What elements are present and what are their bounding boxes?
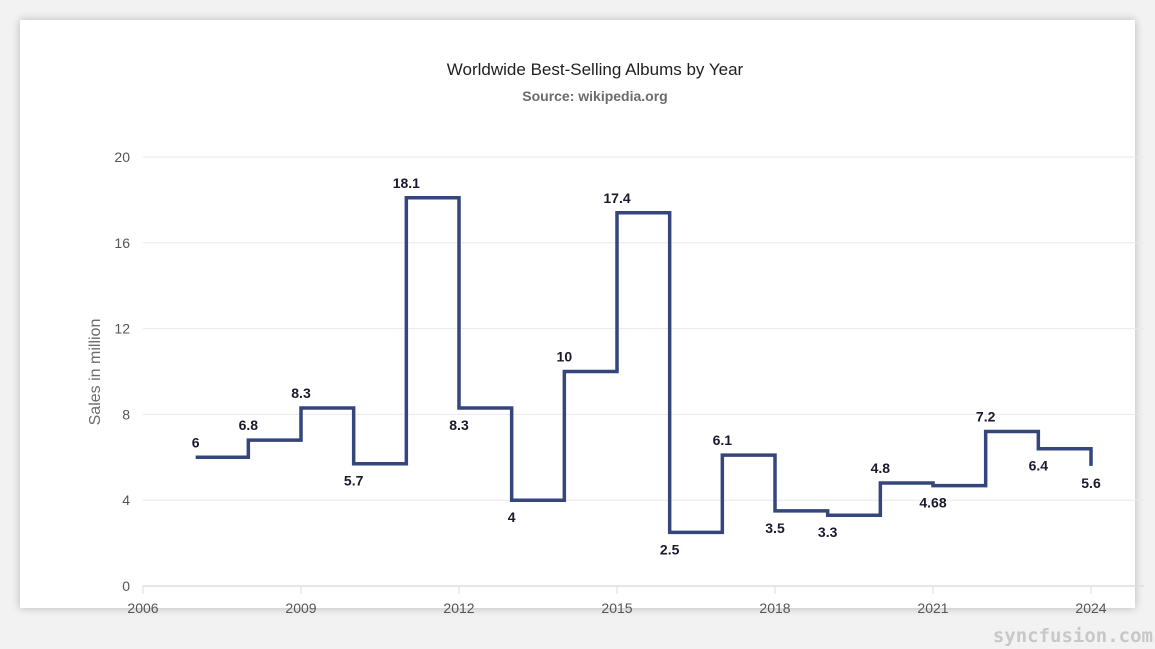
x-tick-label: 2012: [443, 600, 474, 616]
x-tick-label: 2015: [601, 600, 632, 616]
watermark: syncfusion.com: [993, 625, 1153, 647]
data-label: 4: [508, 509, 516, 525]
chart-card: Worldwide Best-Selling Albums by Year So…: [20, 20, 1153, 647]
chart-title: Worldwide Best-Selling Albums by Year: [447, 60, 744, 79]
data-label: 6: [192, 434, 200, 450]
x-tick-label: 2021: [917, 600, 948, 616]
x-tick-label: 2018: [759, 600, 790, 616]
data-label: 18.1: [393, 175, 420, 191]
data-label: 6.8: [239, 417, 259, 433]
data-label: 4.8: [871, 460, 891, 476]
y-tick-label: 4: [122, 492, 130, 508]
data-label: 4.68: [919, 495, 946, 511]
data-label: 2.5: [660, 541, 680, 557]
y-tick-label: 20: [114, 149, 130, 165]
data-label: 17.4: [603, 190, 630, 206]
x-tick-label: 2006: [127, 600, 158, 616]
data-label: 6.1: [713, 432, 733, 448]
data-label: 7.2: [976, 409, 996, 425]
y-tick-label: 16: [114, 235, 130, 251]
data-label: 8.3: [449, 417, 469, 433]
data-label: 8.3: [291, 385, 311, 401]
y-tick-label: 8: [122, 406, 130, 422]
step-line-chart: Worldwide Best-Selling Albums by Year So…: [87, 60, 1153, 647]
series-line: [195, 196, 1093, 535]
data-label: 6.4: [1029, 458, 1049, 474]
data-label: 3.5: [765, 520, 785, 536]
data-label: 5.7: [344, 473, 364, 489]
y-tick-label: 0: [122, 578, 130, 594]
x-tick-label: 2009: [285, 600, 316, 616]
data-label: 5.6: [1081, 475, 1101, 491]
x-tick-label: 2024: [1075, 600, 1106, 616]
chart-subtitle: Source: wikipedia.org: [522, 88, 667, 104]
data-label: 10: [557, 349, 573, 365]
data-label: 3.3: [818, 524, 838, 540]
y-axis-label: Sales in million: [87, 319, 104, 426]
y-tick-label: 12: [114, 321, 130, 337]
